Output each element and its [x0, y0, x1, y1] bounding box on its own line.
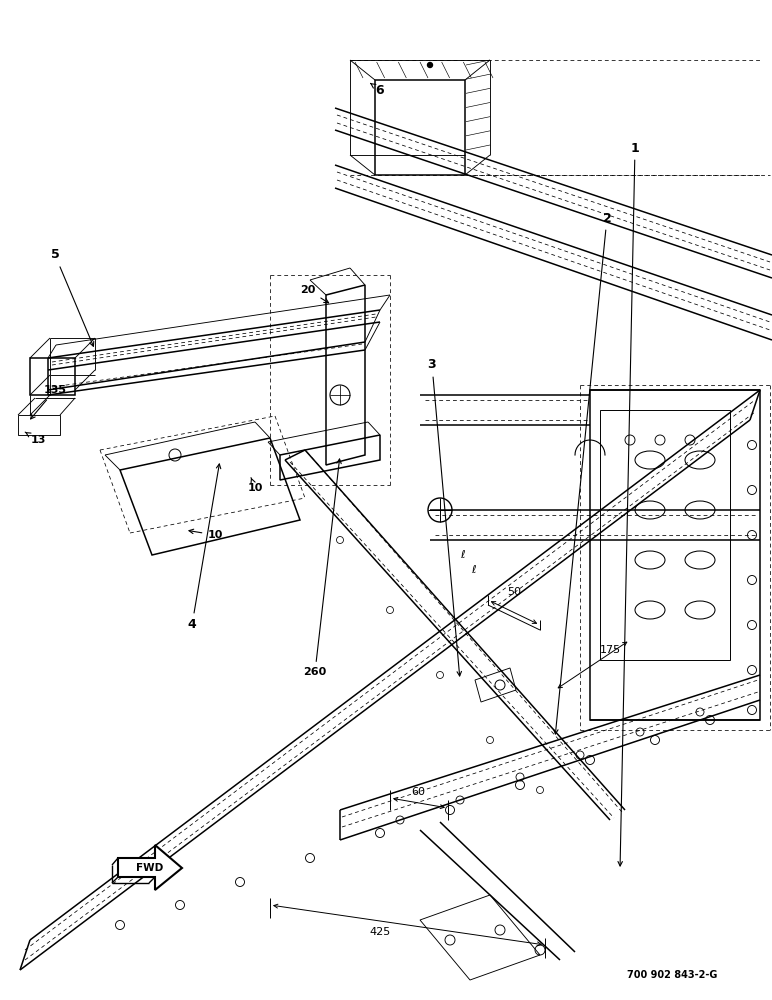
Text: 2: 2: [554, 212, 611, 734]
Text: 60: 60: [411, 787, 425, 797]
Text: 260: 260: [303, 459, 341, 677]
Text: 10: 10: [247, 478, 262, 493]
Text: ℓ: ℓ: [471, 565, 476, 575]
Text: 175: 175: [599, 645, 621, 655]
Text: ℓ: ℓ: [459, 550, 464, 560]
Text: 6: 6: [371, 83, 384, 97]
Text: 135: 135: [31, 385, 66, 419]
Text: FWD: FWD: [137, 863, 164, 873]
Text: 5: 5: [51, 248, 93, 346]
Text: 50: 50: [507, 587, 521, 597]
Text: 425: 425: [369, 927, 391, 937]
Circle shape: [428, 62, 432, 68]
Text: 20: 20: [300, 285, 329, 303]
Text: 1: 1: [618, 141, 639, 866]
Text: 3: 3: [428, 359, 462, 676]
Text: 10: 10: [189, 529, 222, 540]
Text: 700 902 843-2-G: 700 902 843-2-G: [627, 970, 717, 980]
Text: 13: 13: [25, 432, 46, 445]
Text: 4: 4: [188, 464, 221, 632]
Polygon shape: [118, 845, 182, 890]
